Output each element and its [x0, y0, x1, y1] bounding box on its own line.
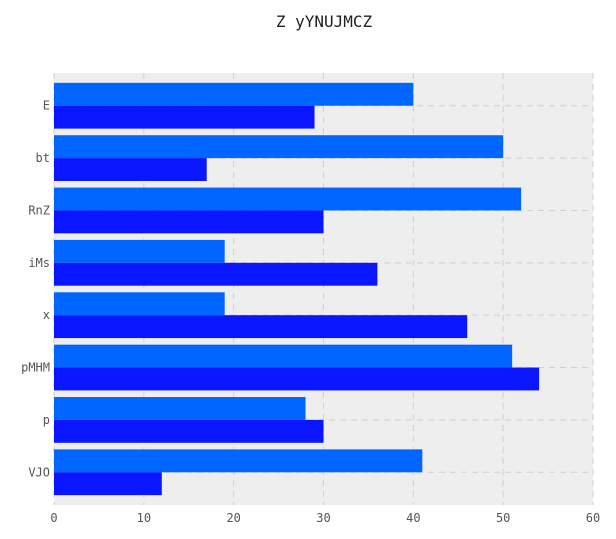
y-tick-label: p: [43, 413, 50, 427]
bar-series-1-pMHM: [54, 344, 513, 368]
bar-series-2-E: [54, 105, 315, 129]
bar-series-1-p: [54, 397, 306, 420]
y-tick-label: VJO: [28, 465, 50, 479]
x-tick-label: 60: [586, 511, 600, 525]
bar-series-2-pMHM: [54, 367, 540, 391]
x-tick-label: 10: [137, 511, 151, 525]
bar-series-2-VJO: [54, 472, 162, 496]
bar-series-2-iMs: [54, 262, 378, 286]
bar-series-2-x: [54, 315, 468, 339]
y-tick-label: E: [43, 99, 50, 113]
bars: [54, 82, 540, 496]
bar-series-2-p: [54, 419, 324, 443]
bar-series-1-bt: [54, 135, 504, 159]
y-tick-label: x: [43, 308, 50, 322]
y-tick-labels: Ebt RnZ iMs x pMHM p VJO: [21, 99, 50, 480]
x-tick-label: 0: [50, 511, 57, 525]
y-tick-label: pMHM: [21, 361, 50, 375]
y-tick-label: bt: [36, 151, 50, 165]
x-tick-labels: 0 10 20 30 40 50 60: [50, 511, 600, 525]
chart-title: Z yYNUJMCZ: [276, 12, 373, 31]
y-tick-label: RnZ: [28, 203, 50, 217]
x-tick-label: 50: [496, 511, 510, 525]
bar-series-1-E: [54, 82, 414, 106]
x-tick-label: 20: [226, 511, 240, 525]
bar-series-2-bt: [54, 158, 207, 181]
y-tick-label: iMs: [28, 256, 50, 270]
bar-series-1-RnZ: [54, 187, 522, 211]
bar-series-1-iMs: [54, 239, 225, 263]
bar-series-1-VJO: [54, 449, 423, 473]
bar-series-1-x: [54, 292, 225, 316]
x-tick-label: 40: [406, 511, 420, 525]
x-tick-label: 30: [316, 511, 330, 525]
bar-series-2-RnZ: [54, 210, 324, 234]
